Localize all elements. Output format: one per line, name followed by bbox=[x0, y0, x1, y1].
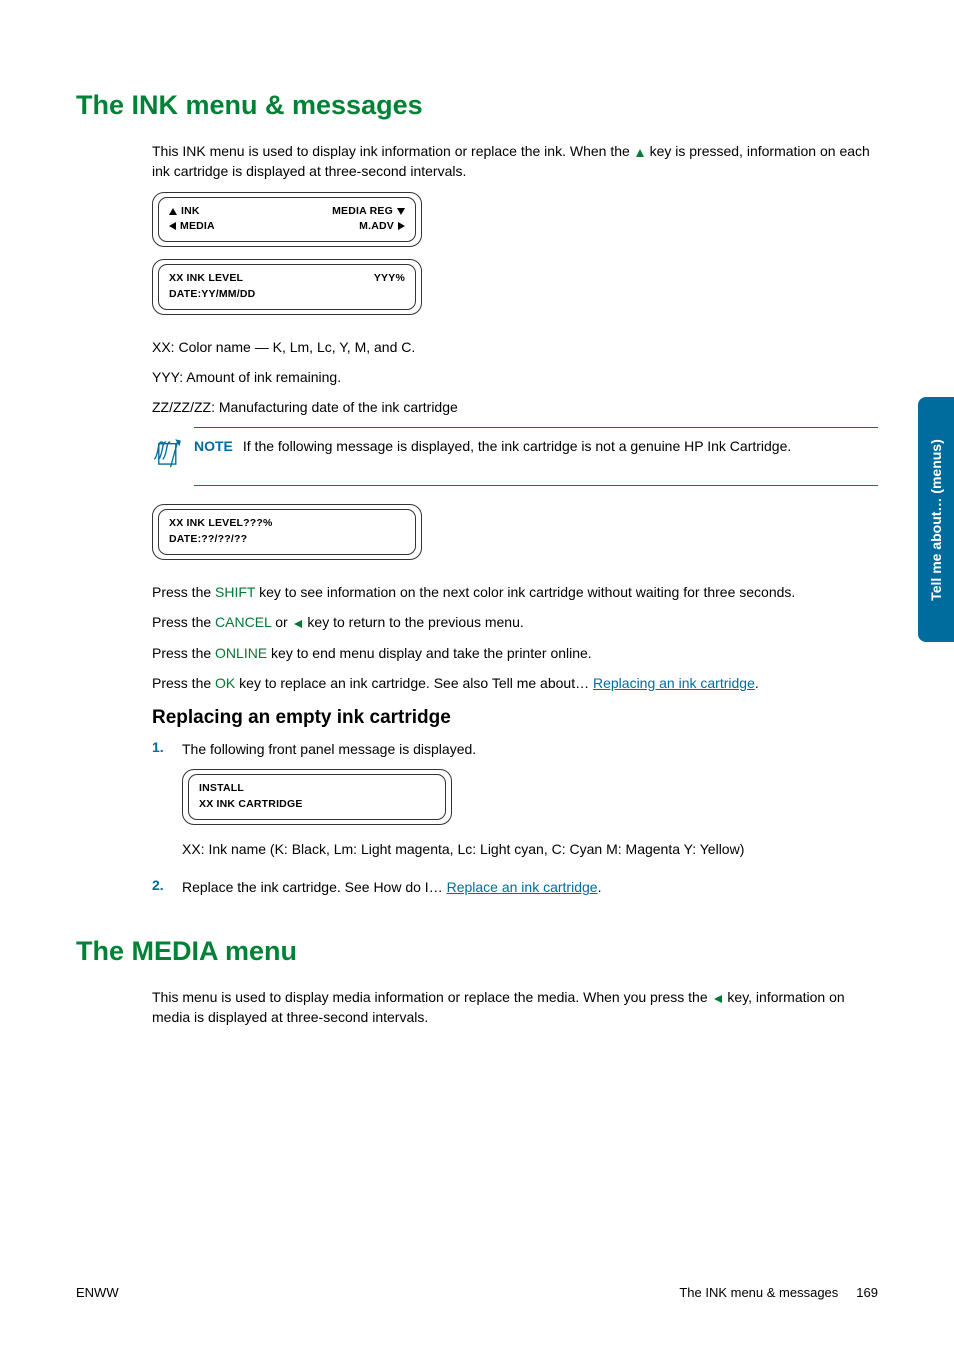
lcd-text: YYY% bbox=[374, 271, 405, 287]
lcd-text: INK bbox=[181, 205, 200, 217]
note-block: NOTE If the following message is displaye… bbox=[152, 427, 878, 486]
down-triangle-icon bbox=[397, 208, 405, 215]
lcd-text: MEDIA bbox=[180, 220, 215, 232]
lcd-text: DATE:??/??/?? bbox=[169, 532, 247, 548]
press-cancel: Press the CANCEL or key to return to the… bbox=[152, 612, 878, 632]
press-online: Press the ONLINE key to end menu display… bbox=[152, 643, 878, 663]
lcd-display-menu: INK MEDIA REG MEDIA M.ADV bbox=[152, 192, 422, 248]
lcd-text: DATE:YY/MM/DD bbox=[169, 287, 255, 303]
text: This menu is used to display media infor… bbox=[152, 989, 712, 1005]
def-xx: XX: Color name — K, Lm, Lc, Y, M, and C. bbox=[152, 337, 878, 357]
text: Press the bbox=[152, 675, 215, 691]
note-icon bbox=[152, 436, 186, 475]
lcd-display-ink-level: XX INK LEVEL YYY% DATE:YY/MM/DD bbox=[152, 259, 422, 315]
step-1-xx: XX: Ink name (K: Black, Lm: Light magent… bbox=[182, 839, 878, 859]
section-title-media: The MEDIA menu bbox=[76, 936, 878, 967]
cancel-key: CANCEL bbox=[215, 614, 271, 630]
press-shift: Press the SHIFT key to see information o… bbox=[152, 582, 878, 602]
online-key: ONLINE bbox=[215, 645, 267, 661]
left-arrow-icon bbox=[714, 995, 722, 1003]
lcd-text: XX INK LEVEL???% bbox=[169, 516, 273, 532]
press-ok: Press the OK key to replace an ink cartr… bbox=[152, 673, 878, 693]
text: key to return to the previous menu. bbox=[304, 614, 524, 630]
section-title-ink: The INK menu & messages bbox=[76, 90, 878, 121]
lcd-text: XX INK LEVEL bbox=[169, 271, 243, 287]
up-arrow-icon bbox=[636, 149, 644, 157]
note-rule-bottom bbox=[194, 485, 878, 486]
lcd-text: XX INK CARTRIDGE bbox=[199, 797, 303, 813]
def-zz: ZZ/ZZ/ZZ: Manufacturing date of the ink … bbox=[152, 397, 878, 417]
text: key to see information on the next color… bbox=[255, 584, 795, 600]
footer-left: ENWW bbox=[76, 1285, 119, 1300]
page-footer: ENWW The INK menu & messages 169 bbox=[76, 1285, 878, 1300]
up-triangle-icon bbox=[169, 208, 177, 215]
left-arrow-icon bbox=[294, 620, 302, 628]
text: Press the bbox=[152, 614, 215, 630]
shift-key: SHIFT bbox=[215, 584, 255, 600]
side-tab: Tell me about… (menus) bbox=[918, 397, 954, 642]
left-triangle-icon bbox=[169, 222, 176, 230]
text: . bbox=[755, 675, 759, 691]
step-1-text: The following front panel message is dis… bbox=[182, 739, 878, 759]
footer-right: The INK menu & messages 169 bbox=[679, 1285, 878, 1300]
page-number: 169 bbox=[856, 1285, 878, 1300]
lcd-text: INSTALL bbox=[199, 781, 244, 797]
step-number: 1. bbox=[152, 739, 182, 869]
text: Replace the ink cartridge. See How do I… bbox=[182, 879, 447, 895]
note-label: NOTE bbox=[194, 438, 233, 454]
subhead-replacing-empty: Replacing an empty ink cartridge bbox=[152, 707, 878, 729]
text: This INK menu is used to display ink inf… bbox=[152, 143, 634, 159]
text: . bbox=[598, 879, 602, 895]
link-replace-ink-cartridge[interactable]: Replace an ink cartridge bbox=[447, 879, 598, 895]
text: or bbox=[271, 614, 291, 630]
right-triangle-icon bbox=[398, 222, 405, 230]
def-yyy: YYY: Amount of ink remaining. bbox=[152, 367, 878, 387]
ok-key: OK bbox=[215, 675, 235, 691]
note-text: If the following message is displayed, t… bbox=[243, 438, 791, 454]
text: key to replace an ink cartridge. See als… bbox=[235, 675, 593, 691]
side-tab-label: Tell me about… (menus) bbox=[928, 439, 944, 601]
media-intro: This menu is used to display media infor… bbox=[152, 987, 878, 1028]
text: key to end menu display and take the pri… bbox=[267, 645, 592, 661]
text: Press the bbox=[152, 584, 215, 600]
lcd-text: M.ADV bbox=[359, 220, 394, 232]
step-2: 2. Replace the ink cartridge. See How do… bbox=[152, 877, 878, 907]
ink-intro: This INK menu is used to display ink inf… bbox=[152, 141, 878, 182]
step-number: 2. bbox=[152, 877, 182, 907]
link-replacing-ink-cartridge[interactable]: Replacing an ink cartridge bbox=[593, 675, 755, 691]
lcd-text: MEDIA REG bbox=[332, 205, 393, 217]
text: Press the bbox=[152, 645, 215, 661]
step-1: 1. The following front panel message is … bbox=[152, 739, 878, 869]
lcd-display-unknown-ink: XX INK LEVEL???% DATE:??/??/?? bbox=[152, 504, 422, 560]
step-2-text: Replace the ink cartridge. See How do I…… bbox=[182, 877, 878, 897]
footer-section-name: The INK menu & messages bbox=[679, 1285, 838, 1300]
lcd-display-install: INSTALL XX INK CARTRIDGE bbox=[182, 769, 452, 825]
